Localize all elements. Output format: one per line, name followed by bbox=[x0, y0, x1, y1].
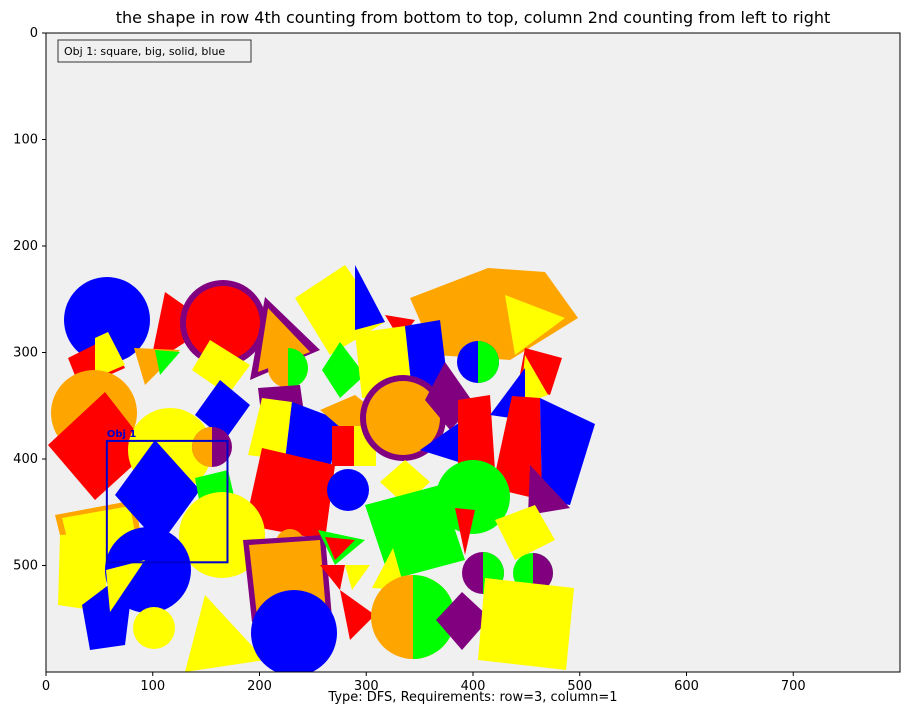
yellow-rect-left-shape bbox=[58, 532, 108, 612]
yellow-triangle-bottom-shape bbox=[185, 595, 265, 672]
legend-text: Obj 1: square, big, solid, blue bbox=[64, 45, 225, 58]
green-half-circle-3-shape bbox=[413, 575, 455, 659]
blue-triangle-shape bbox=[355, 265, 385, 330]
yellow-triangle-left-shape bbox=[106, 560, 145, 612]
blue-triangle-2-shape bbox=[420, 415, 470, 465]
y-tick-label: 0 bbox=[30, 26, 38, 41]
x-tick-label: 0 bbox=[42, 679, 50, 694]
yellow-triangle-shape bbox=[505, 295, 565, 355]
y-tick-label: 300 bbox=[13, 346, 38, 361]
orange-half-circle-shape bbox=[192, 427, 212, 467]
shapes-layer bbox=[48, 265, 595, 672]
yellow-circle-small-shape bbox=[133, 607, 175, 649]
green-half-circle-shape bbox=[288, 348, 308, 388]
blue-square-mid2-shape bbox=[285, 402, 340, 470]
figure-title: the shape in row 4th counting from botto… bbox=[115, 8, 831, 27]
blue-circle-shape bbox=[64, 277, 150, 363]
red-triangle-4-shape bbox=[325, 537, 355, 560]
x-axis: 0 100 200 300 400 500 600 700 bbox=[42, 672, 806, 694]
green-triangle-shape bbox=[155, 350, 180, 375]
x-tick-label: 100 bbox=[140, 679, 165, 694]
red-square-mid-shape bbox=[245, 448, 335, 540]
blue-circle-mid-shape bbox=[327, 469, 369, 511]
purple-half-circle-shape bbox=[533, 553, 553, 593]
blue-square-mid-shape bbox=[405, 320, 448, 392]
x-tick-label: 200 bbox=[247, 679, 272, 694]
x-tick-label: 300 bbox=[354, 679, 379, 694]
red-circle-shape bbox=[186, 286, 260, 360]
red-triangle-2-shape bbox=[458, 395, 495, 470]
red-diamond-shape bbox=[48, 392, 150, 500]
y-axis: 0 100 200 300 400 500 bbox=[13, 26, 46, 574]
figure-footer: Type: DFS, Requirements: row=3, column=1 bbox=[328, 690, 618, 705]
red-triangle-3-shape bbox=[455, 508, 475, 555]
yellow-diamond-2-shape bbox=[380, 460, 430, 505]
purple-diamond-2-shape bbox=[436, 592, 490, 650]
y-tick-label: 100 bbox=[13, 133, 38, 148]
green-half-circle-2-shape bbox=[478, 341, 499, 383]
legend-box bbox=[57, 39, 252, 63]
target-box-label: Obj 1 bbox=[107, 429, 137, 440]
red-square-big-shape bbox=[492, 396, 542, 500]
x-tick-label: 700 bbox=[781, 679, 806, 694]
red-triangle-6-shape bbox=[340, 590, 375, 640]
yellow-triangle-2-shape bbox=[345, 565, 370, 590]
green-circle-big-shape bbox=[436, 460, 510, 534]
blue-diamond-top-shape bbox=[195, 380, 250, 440]
yellow-diamond-shape bbox=[192, 340, 250, 395]
blue-square-big-shape bbox=[540, 398, 595, 505]
yellow-triangle-right-shape bbox=[520, 355, 548, 405]
orange-circle-2-shape bbox=[366, 381, 440, 455]
blue-diamond-mid-shape bbox=[115, 440, 200, 545]
blue-circle-bottom-shape bbox=[251, 590, 337, 672]
yellow-square-left-shape bbox=[95, 332, 125, 378]
y-tick-label: 200 bbox=[13, 239, 38, 254]
x-tick-label: 400 bbox=[461, 679, 486, 694]
red-triangle-5-shape bbox=[320, 565, 345, 590]
yellow-square-mid2-shape bbox=[248, 398, 292, 460]
x-tick-label: 600 bbox=[674, 679, 699, 694]
red-rect-shape bbox=[332, 426, 354, 466]
purple-triangle-2-shape bbox=[528, 465, 570, 515]
yellow-circle-big-shape bbox=[179, 492, 265, 578]
y-tick-label: 500 bbox=[13, 559, 38, 574]
y-tick-label: 400 bbox=[13, 452, 38, 467]
yellow-square-bottom-shape bbox=[478, 578, 574, 670]
target-box bbox=[105, 439, 229, 564]
yellow-square-small-shape bbox=[495, 505, 555, 560]
x-tick-label: 500 bbox=[567, 679, 592, 694]
green-diamond-shape bbox=[322, 342, 365, 398]
